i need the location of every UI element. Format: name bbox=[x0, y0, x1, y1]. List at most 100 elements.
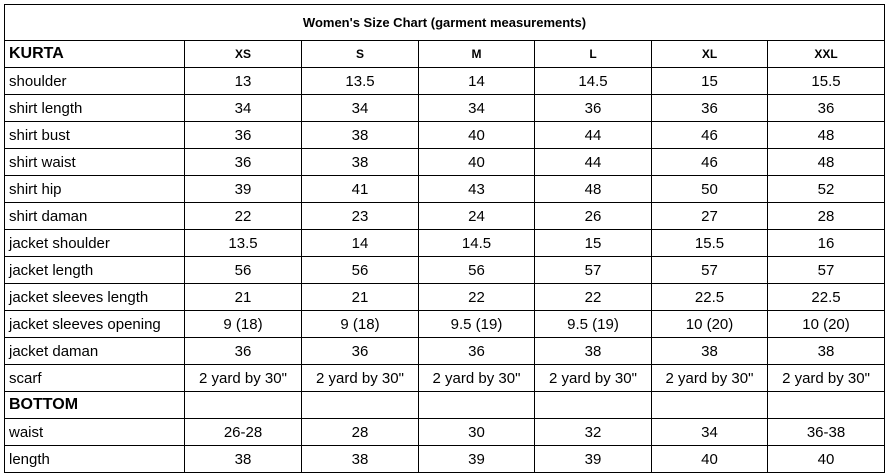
measurement-label: shirt length bbox=[4, 94, 185, 122]
measurement-label: jacket shoulder bbox=[4, 229, 185, 257]
measurement-label: waist bbox=[4, 418, 185, 446]
measurement-value: 39 bbox=[184, 175, 302, 203]
measurement-value: 38 bbox=[301, 445, 419, 473]
measurement-value: 22 bbox=[418, 283, 535, 311]
table-row: jacket sleeves length 21 21 22 22 22.5 22.5 bbox=[4, 283, 886, 311]
measurement-value: 26-28 bbox=[184, 418, 302, 446]
table-row: waist 26-28 28 30 32 34 36-38 bbox=[4, 418, 886, 446]
measurement-value: 22.5 bbox=[766, 283, 886, 311]
measurement-value: 23 bbox=[301, 202, 419, 230]
measurement-value: 38 bbox=[651, 337, 768, 365]
measurement-value: 13 bbox=[184, 67, 302, 95]
measurement-value: 2 yard by 30" bbox=[301, 364, 419, 392]
measurement-value: 40 bbox=[418, 148, 535, 176]
table-row: shirt hip 39 41 43 48 50 52 bbox=[4, 175, 886, 203]
measurement-value: 22 bbox=[534, 283, 652, 311]
measurement-label: jacket daman bbox=[4, 337, 185, 365]
empty-cell bbox=[301, 391, 419, 419]
empty-cell bbox=[534, 391, 652, 419]
measurement-value: 46 bbox=[651, 148, 768, 176]
size-chart-table: Women's Size Chart (garment measurements… bbox=[3, 4, 886, 473]
table-row: length 38 38 39 39 40 40 bbox=[4, 445, 886, 473]
measurement-value: 36 bbox=[184, 121, 302, 149]
measurement-label: shirt daman bbox=[4, 202, 185, 230]
measurement-value: 39 bbox=[534, 445, 652, 473]
size-header-l: L bbox=[534, 40, 652, 68]
measurement-value: 9.5 (19) bbox=[534, 310, 652, 338]
measurement-value: 15 bbox=[534, 229, 652, 257]
bottom-header-row: BOTTOM bbox=[4, 391, 886, 419]
table-row: jacket shoulder 13.5 14 14.5 15 15.5 16 bbox=[4, 229, 886, 257]
table-row: shirt length 34 34 34 36 36 36 bbox=[4, 94, 886, 122]
measurement-value: 41 bbox=[301, 175, 419, 203]
measurement-value: 38 bbox=[534, 337, 652, 365]
empty-cell bbox=[766, 391, 886, 419]
empty-cell bbox=[418, 391, 535, 419]
size-header-xl: XL bbox=[651, 40, 768, 68]
measurement-value: 57 bbox=[766, 256, 886, 284]
measurement-value: 36 bbox=[184, 148, 302, 176]
measurement-value: 40 bbox=[418, 121, 535, 149]
measurement-label: length bbox=[4, 445, 185, 473]
measurement-value: 36 bbox=[418, 337, 535, 365]
measurement-value: 39 bbox=[418, 445, 535, 473]
measurement-value: 38 bbox=[184, 445, 302, 473]
measurement-value: 9 (18) bbox=[301, 310, 419, 338]
measurement-value: 2 yard by 30" bbox=[651, 364, 768, 392]
table-row: shirt waist 36 38 40 44 46 48 bbox=[4, 148, 886, 176]
measurement-value: 50 bbox=[651, 175, 768, 203]
table-row: scarf 2 yard by 30" 2 yard by 30" 2 yard by… bbox=[4, 364, 886, 392]
measurement-value: 57 bbox=[651, 256, 768, 284]
measurement-value: 22.5 bbox=[651, 283, 768, 311]
title-row: Women's Size Chart (garment measurements… bbox=[3, 4, 886, 41]
measurement-value: 15.5 bbox=[766, 67, 886, 95]
measurement-value: 9.5 (19) bbox=[418, 310, 535, 338]
measurement-value: 36 bbox=[301, 337, 419, 365]
measurement-value: 34 bbox=[651, 418, 768, 446]
empty-cell bbox=[651, 391, 768, 419]
size-header-xxl: XXL bbox=[766, 40, 886, 68]
measurement-value: 38 bbox=[301, 121, 419, 149]
measurement-label: shirt waist bbox=[4, 148, 185, 176]
measurement-value: 16 bbox=[766, 229, 886, 257]
measurement-value: 36 bbox=[766, 94, 886, 122]
measurement-value: 38 bbox=[766, 337, 886, 365]
measurement-value: 32 bbox=[534, 418, 652, 446]
measurement-value: 34 bbox=[184, 94, 302, 122]
measurement-value: 21 bbox=[184, 283, 302, 311]
measurement-value: 2 yard by 30" bbox=[184, 364, 302, 392]
measurement-value: 56 bbox=[184, 256, 302, 284]
measurement-value: 13.5 bbox=[301, 67, 419, 95]
measurement-value: 2 yard by 30" bbox=[534, 364, 652, 392]
kurta-header-row: KURTA XS S M L XL XXL bbox=[4, 40, 886, 68]
measurement-value: 36 bbox=[534, 94, 652, 122]
kurta-section-label: KURTA bbox=[4, 40, 185, 68]
measurement-value: 10 (20) bbox=[651, 310, 768, 338]
size-header-s: S bbox=[301, 40, 419, 68]
table-row: shirt daman 22 23 24 26 27 28 bbox=[4, 202, 886, 230]
measurement-value: 26 bbox=[534, 202, 652, 230]
measurement-value: 56 bbox=[301, 256, 419, 284]
measurement-value: 10 (20) bbox=[766, 310, 886, 338]
measurement-value: 22 bbox=[184, 202, 302, 230]
empty-cell bbox=[184, 391, 302, 419]
measurement-value: 57 bbox=[534, 256, 652, 284]
measurement-value: 21 bbox=[301, 283, 419, 311]
measurement-value: 28 bbox=[301, 418, 419, 446]
size-header-m: M bbox=[418, 40, 535, 68]
measurement-value: 34 bbox=[301, 94, 419, 122]
measurement-value: 48 bbox=[534, 175, 652, 203]
table-row: jacket sleeves opening 9 (18) 9 (18) 9.5 (1… bbox=[4, 310, 886, 338]
chart-title: Women's Size Chart (garment measurements… bbox=[3, 4, 886, 41]
measurement-value: 36 bbox=[651, 94, 768, 122]
measurement-value: 2 yard by 30" bbox=[766, 364, 886, 392]
table-row: jacket length 56 56 56 57 57 57 bbox=[4, 256, 886, 284]
measurement-value: 15 bbox=[651, 67, 768, 95]
measurement-value: 24 bbox=[418, 202, 535, 230]
measurement-value: 40 bbox=[651, 445, 768, 473]
measurement-value: 34 bbox=[418, 94, 535, 122]
table-row: jacket daman 36 36 36 38 38 38 bbox=[4, 337, 886, 365]
size-header-xs: XS bbox=[184, 40, 302, 68]
measurement-value: 14 bbox=[301, 229, 419, 257]
measurement-value: 44 bbox=[534, 121, 652, 149]
